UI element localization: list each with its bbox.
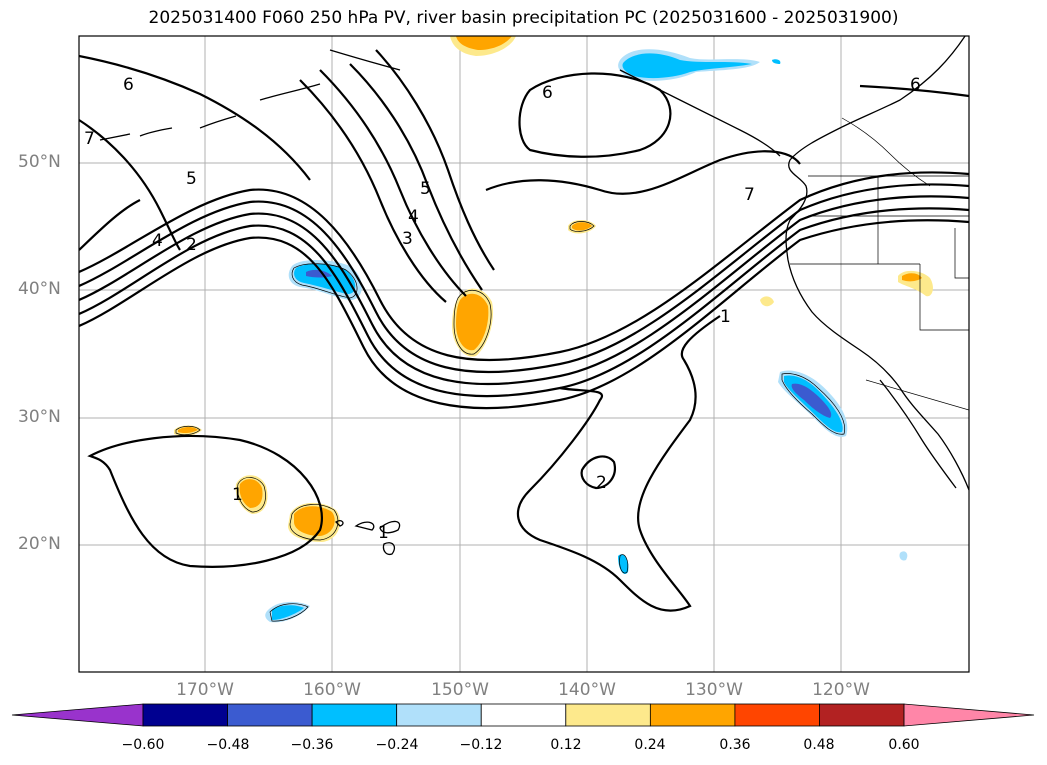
lat-label: 20°N [18, 534, 61, 554]
precip-anomaly-strong [306, 269, 332, 278]
baja-california [879, 379, 957, 489]
pv-contour-3 [79, 195, 969, 386]
colorbar-segment [396, 703, 482, 727]
contour-label: 1 [232, 485, 243, 505]
colorbar-tick-label: 0.24 [634, 737, 666, 753]
precip-anomaly-positive [572, 222, 592, 231]
aleutian-islands [99, 49, 401, 141]
pv-contour-5-upper [299, 79, 447, 303]
colorbar-extend-low [11, 703, 144, 727]
colorbar-segment [565, 703, 651, 727]
map-frame [78, 35, 970, 673]
contour-label: 6 [123, 75, 134, 95]
pv-contour-2 [79, 207, 969, 398]
precip-shading [174, 36, 933, 623]
contour-label: 2 [596, 473, 607, 493]
state-borders [790, 117, 969, 411]
precip-anomaly-positive [902, 273, 922, 282]
colorbar-tick-label: 0.48 [803, 737, 835, 753]
hawaiian-islands [334, 520, 401, 556]
pv-contours [79, 49, 969, 612]
contour-label: 5 [420, 179, 431, 199]
colorbar-extend-high [903, 703, 1035, 727]
contour-label: 1 [378, 523, 389, 543]
contour-label: 6 [542, 83, 553, 103]
pv-contour-1-central [516, 315, 721, 612]
pv-contour-1 [79, 219, 969, 410]
pv-contour-7-east [485, 150, 801, 195]
precip-anomaly-negative [772, 59, 781, 64]
contour-labels: 6 7 5 4 2 6 5 4 3 7 1 6 2 1 1 [84, 75, 921, 543]
lon-label: 170°W [176, 680, 234, 700]
precip-anomaly-negative [622, 53, 752, 79]
contour-label: 1 [720, 307, 731, 327]
colorbar-tick-label: −0.36 [290, 737, 334, 753]
pv-contour-7 [79, 119, 181, 251]
pv-contour-2-small [580, 455, 616, 490]
colorbar-tick-label: 0.12 [550, 737, 582, 753]
colorbar [11, 703, 1035, 727]
pv-contour-1-south [87, 434, 323, 568]
colorbar-tick-label: −0.24 [375, 737, 419, 753]
precip-anomaly-positive [239, 479, 263, 508]
colorbar-tick-label: −0.60 [121, 737, 165, 753]
colorbar-segment [142, 703, 228, 727]
colorbar-tick-label: 0.36 [719, 737, 751, 753]
contour-label: 5 [186, 169, 197, 189]
colorbar-segment [227, 703, 313, 727]
contour-label: 2 [186, 235, 197, 255]
contour-label: 7 [744, 185, 755, 205]
contour-label: 6 [910, 75, 921, 95]
lat-label: 40°N [18, 279, 61, 299]
colorbar-segment [649, 703, 736, 727]
precip-anomaly-positive [760, 296, 774, 307]
pv-contour-2-upper [375, 49, 495, 271]
north-american-coast [785, 36, 969, 491]
gridlines [79, 36, 969, 672]
pv-contour-4-upper [319, 69, 467, 297]
pv-contour-3-upper [349, 63, 483, 291]
lon-label: 120°W [812, 680, 870, 700]
contour-label: 4 [152, 231, 163, 251]
lat-label: 50°N [18, 152, 61, 172]
map-title: 2025031400 F060 250 hPa PV, river basin … [148, 8, 899, 28]
colorbar-segment [819, 703, 905, 727]
coastlines [99, 36, 969, 556]
contour-label: 4 [408, 207, 419, 227]
lon-label: 140°W [558, 680, 616, 700]
precip-anomaly-negative [899, 551, 908, 561]
pv-contour-4 [79, 183, 969, 374]
lon-label: 130°W [685, 680, 743, 700]
precip-anomaly-positive [456, 293, 489, 351]
precip-anomaly-positive [456, 36, 512, 50]
lat-label: 30°N [18, 407, 61, 427]
contour-label: 7 [84, 129, 95, 149]
colorbar-segment [480, 703, 567, 727]
colorbar-tick-label: 0.60 [888, 737, 920, 753]
colorbar-segment [311, 703, 398, 727]
colorbar-tick-label: −0.12 [459, 737, 503, 753]
lon-label: 160°W [303, 680, 361, 700]
precip-anomaly-strong [791, 383, 832, 418]
colorbar-tick-label: −0.48 [206, 737, 250, 753]
colorbar-segment [734, 703, 820, 727]
lon-label: 150°W [431, 680, 489, 700]
contour-label: 3 [402, 229, 413, 249]
precip-anomaly-negative [272, 605, 304, 620]
precip-outlines [175, 221, 846, 622]
precip-anomaly-positive [294, 506, 335, 536]
pv-contour-5 [79, 171, 969, 362]
precip-anomaly-positive [178, 427, 198, 434]
pv-contour-6 [79, 54, 969, 181]
pv-contour-6-ridge [518, 72, 672, 158]
